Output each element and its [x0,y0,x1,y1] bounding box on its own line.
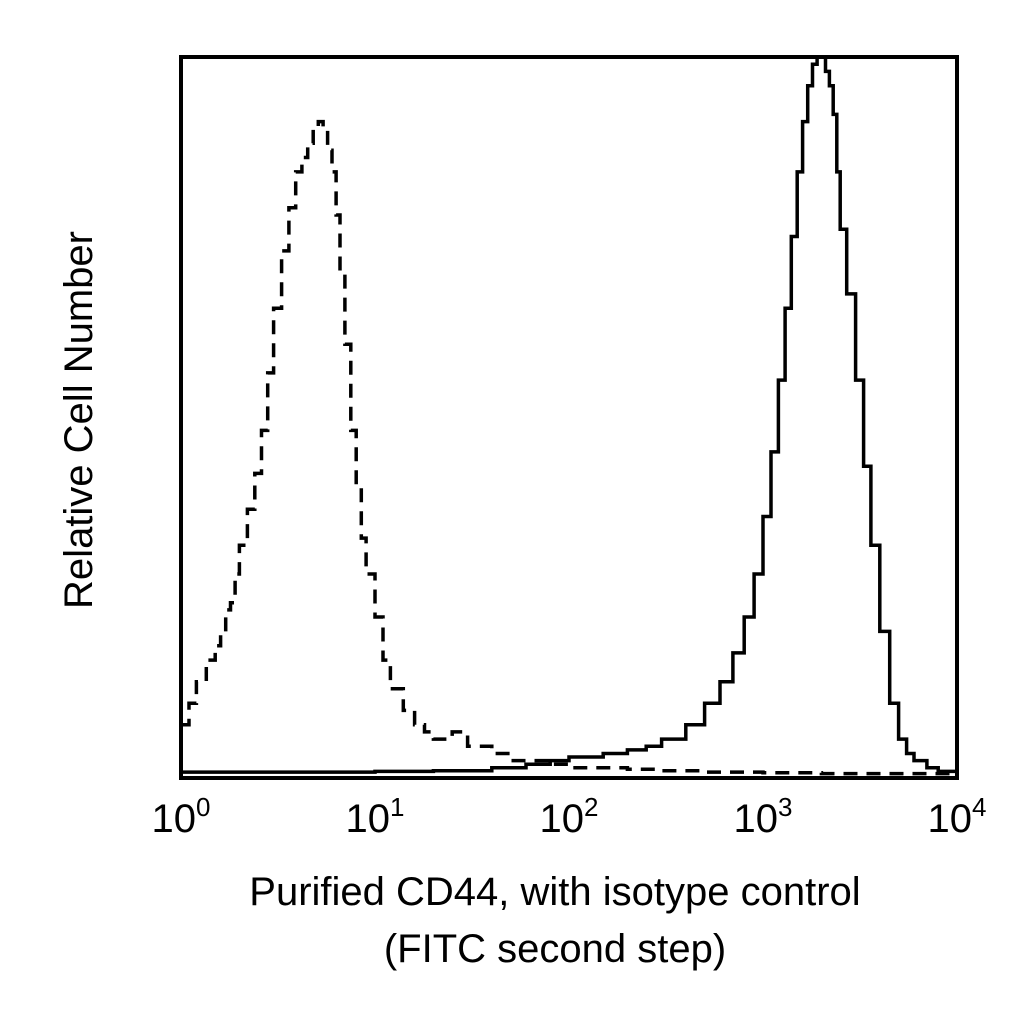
x-tick-label: 102 [540,792,599,841]
plot-frame [179,55,959,780]
x-tick-label: 101 [346,792,405,841]
y-axis-title: Relative Cell Number [57,231,101,609]
x-tick-label: 104 [928,792,987,841]
x-axis-title-line-1: Purified CD44, with isotype control [249,870,860,914]
x-tick-layer: 100 101 102 103 104 [152,792,987,841]
x-axis-title-line-2: (FITC second step) [384,927,726,971]
series-layer [181,55,959,776]
cd44-histogram [181,55,959,774]
x-tick-label: 103 [734,792,793,841]
isotype-control-histogram [181,119,957,776]
x-tick-label: 100 [152,792,211,841]
